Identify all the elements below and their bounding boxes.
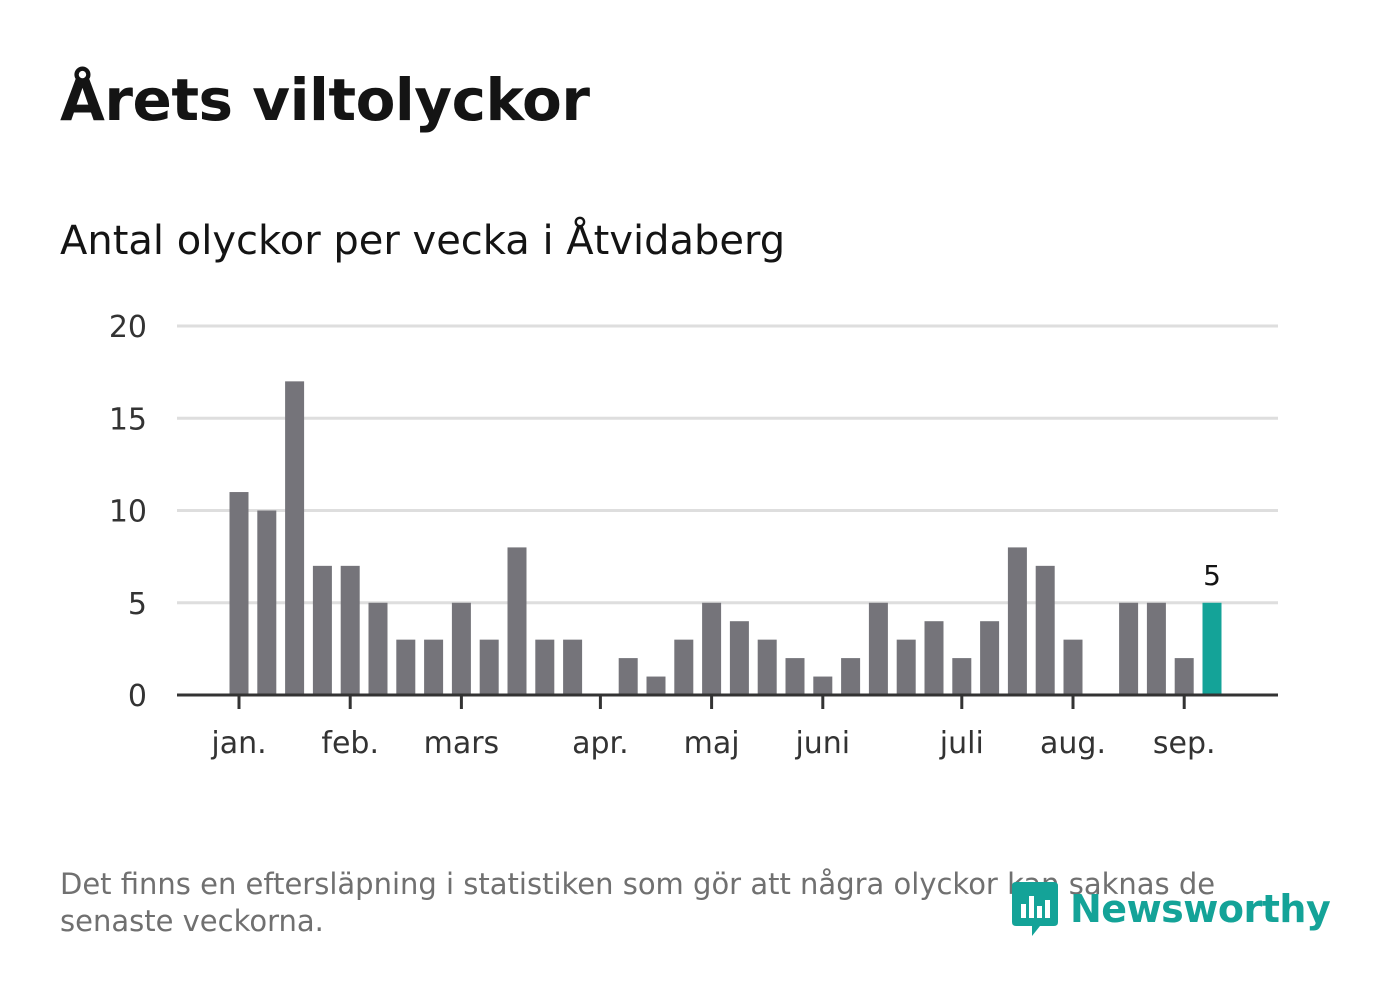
- bar: [757, 639, 777, 695]
- bar: [396, 639, 416, 695]
- bar: [229, 492, 249, 695]
- bar: [841, 658, 861, 695]
- bar: [924, 621, 944, 695]
- gridlines: [177, 324, 1278, 605]
- newsworthy-logo-icon: [1012, 882, 1058, 936]
- bar: [674, 639, 694, 695]
- x-tick-label: apr.: [572, 726, 629, 761]
- bar-chart: 0 5 10 15 20 jan. feb. mars apr. maj juni juli aug.…: [109, 310, 1278, 761]
- bar: [1146, 602, 1166, 695]
- bar: [785, 658, 805, 695]
- data-labels: 5: [1203, 559, 1221, 592]
- bar: [312, 565, 332, 695]
- bar: [813, 676, 833, 695]
- bar: [1119, 602, 1139, 695]
- bar: [646, 676, 666, 695]
- y-tick-label: 20: [109, 310, 147, 345]
- y-tick-label: 0: [128, 679, 147, 714]
- bars: [229, 381, 1222, 695]
- x-tick-label: juni: [794, 726, 850, 761]
- y-axis-ticks: 0 5 10 15 20: [109, 310, 147, 714]
- highlight-value-label: 5: [1203, 559, 1221, 592]
- bar: [451, 602, 471, 695]
- newsworthy-logo: Newsworthy: [1010, 878, 1331, 940]
- x-tick-label: sep.: [1153, 726, 1216, 761]
- x-tick-label: feb.: [321, 726, 379, 761]
- x-tick-label: jan.: [210, 726, 266, 761]
- bar: [702, 602, 722, 695]
- x-tick-label: juli: [939, 726, 984, 761]
- x-axis-ticks: jan. feb. mars apr. maj juni juli aug. sep.: [210, 695, 1216, 761]
- bar: [1035, 565, 1055, 695]
- bar: [368, 602, 388, 695]
- bar: [868, 602, 888, 695]
- y-tick-label: 10: [109, 495, 147, 530]
- bar: [340, 565, 360, 695]
- bar: [980, 621, 1000, 695]
- bar: [618, 658, 638, 695]
- chart-title: Årets viltolyckor: [60, 66, 590, 134]
- bar: [563, 639, 583, 695]
- logo-text: Newsworthy: [1070, 887, 1331, 931]
- bar: [1063, 639, 1083, 695]
- bar: [257, 510, 277, 695]
- bar: [479, 639, 499, 695]
- bar: [507, 547, 527, 695]
- y-tick-label: 5: [128, 587, 147, 622]
- bar-highlight: [1202, 602, 1222, 695]
- chart-subtitle: Antal olyckor per vecka i Åtvidaberg: [60, 218, 786, 264]
- bar: [896, 639, 916, 695]
- bar: [952, 658, 972, 695]
- bar: [1174, 658, 1194, 695]
- bar: [535, 639, 555, 695]
- x-tick-label: aug.: [1040, 726, 1106, 761]
- bar: [424, 639, 444, 695]
- bar: [1007, 547, 1027, 695]
- x-tick-label: maj: [684, 726, 740, 761]
- x-tick-label: mars: [424, 726, 500, 761]
- bar: [285, 381, 305, 695]
- bar: [729, 621, 749, 695]
- y-tick-label: 15: [109, 402, 147, 437]
